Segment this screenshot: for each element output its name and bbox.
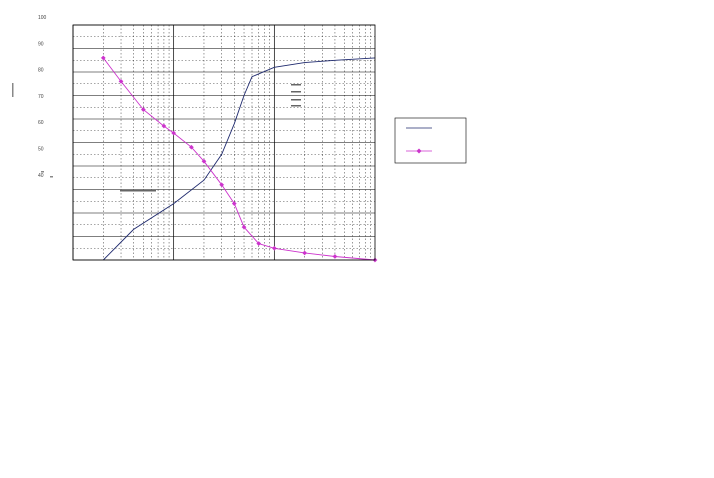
plot-border (72, 24, 376, 261)
legend-box (394, 117, 467, 164)
series-1-point (271, 245, 277, 251)
gridlines (72, 24, 375, 261)
y-tick-label: 100 (38, 15, 47, 21)
legend (394, 117, 467, 164)
annotation-mark (291, 99, 301, 101)
annotation-mark (291, 91, 301, 93)
series-1-point (231, 201, 237, 207)
y-tick-labels: 100 90 80 70 60 50 40 (38, 15, 47, 179)
series-1-point (188, 144, 194, 150)
annotation-mark (291, 105, 301, 107)
y-tick-label: 90 (38, 41, 44, 47)
series-1-point (256, 241, 262, 246)
series-1-point (302, 250, 308, 256)
series-1-point (332, 254, 338, 259)
y-tick-label: 40 (38, 173, 44, 179)
axis-title-mark (50, 176, 53, 178)
plot-annotations (12, 83, 301, 192)
axis-title-mark (41, 171, 44, 173)
series-1-point (171, 130, 177, 136)
y-tick-label: 60 (38, 120, 44, 126)
legend-marker-series-1 (416, 148, 422, 154)
series-1-point (161, 123, 167, 129)
series-1-point (219, 182, 225, 188)
y-tick-label: 80 (38, 68, 44, 74)
series-1-point (140, 107, 146, 113)
axis-title-mark (12, 83, 14, 97)
y-tick-label: 50 (38, 147, 44, 153)
annotation-mark (120, 190, 156, 192)
series-0-line (102, 57, 376, 261)
series-1-point (241, 224, 247, 230)
series-1-point (118, 78, 124, 84)
annotation-mark (291, 84, 301, 86)
series-layer (100, 55, 378, 263)
series-1-point (100, 55, 106, 61)
series-1-point (201, 158, 207, 164)
y-tick-label: 70 (38, 94, 44, 100)
